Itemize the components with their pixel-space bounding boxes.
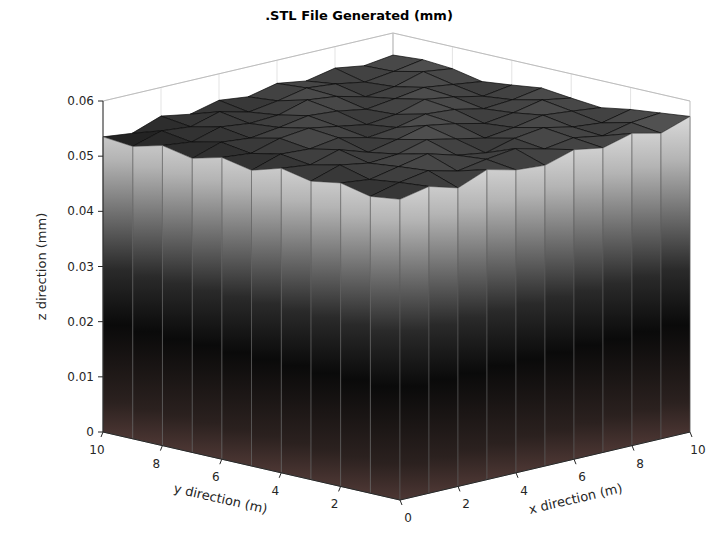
- svg-text:x direction (m): x direction (m): [527, 480, 624, 516]
- svg-text:4: 4: [520, 484, 528, 498]
- svg-text:.STL File Generated (mm): .STL File Generated (mm): [265, 8, 453, 23]
- svg-text:y direction (m): y direction (m): [172, 481, 269, 517]
- svg-text:0.04: 0.04: [67, 204, 94, 218]
- svg-text:0.06: 0.06: [67, 94, 94, 108]
- svg-text:10: 10: [89, 443, 104, 457]
- svg-text:6: 6: [212, 470, 220, 484]
- svg-text:0.01: 0.01: [67, 370, 94, 384]
- svg-text:0: 0: [404, 511, 412, 525]
- svg-text:0.05: 0.05: [67, 149, 94, 163]
- svg-text:2: 2: [462, 497, 470, 511]
- svg-text:4: 4: [271, 484, 279, 498]
- svg-text:6: 6: [578, 470, 586, 484]
- svg-text:10: 10: [690, 443, 705, 457]
- svg-text:8: 8: [153, 457, 161, 471]
- svg-text:2: 2: [331, 497, 339, 511]
- svg-text:0: 0: [86, 425, 94, 439]
- svg-text:0.02: 0.02: [67, 315, 94, 329]
- svg-text:0.03: 0.03: [67, 260, 94, 274]
- svg-text:z direction (mm): z direction (mm): [34, 213, 49, 321]
- svg-text:8: 8: [636, 457, 644, 471]
